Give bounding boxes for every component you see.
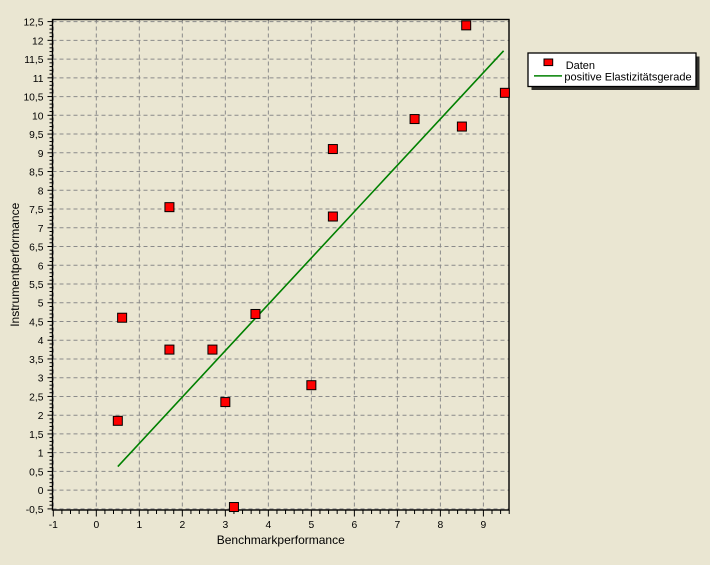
svg-text:6,5: 6,5 bbox=[29, 243, 44, 254]
svg-text:6: 6 bbox=[352, 520, 358, 531]
svg-text:2: 2 bbox=[38, 411, 44, 422]
svg-text:4: 4 bbox=[38, 336, 44, 347]
svg-text:Daten: Daten bbox=[566, 60, 595, 72]
svg-text:5,5: 5,5 bbox=[29, 280, 44, 291]
svg-text:11: 11 bbox=[33, 74, 44, 85]
svg-text:positive Elastizitätsgerade: positive Elastizitätsgerade bbox=[564, 71, 691, 83]
svg-text:11,5: 11,5 bbox=[24, 55, 44, 66]
svg-text:5: 5 bbox=[308, 520, 314, 531]
svg-text:7: 7 bbox=[38, 224, 44, 235]
svg-text:2: 2 bbox=[179, 520, 185, 531]
svg-text:9: 9 bbox=[38, 149, 44, 160]
svg-text:Benchmarkperformance: Benchmarkperformance bbox=[217, 533, 345, 547]
svg-text:1,5: 1,5 bbox=[29, 430, 44, 441]
svg-text:1: 1 bbox=[136, 520, 142, 531]
svg-text:Instrumentperformance: Instrumentperformance bbox=[8, 202, 22, 326]
svg-text:7,5: 7,5 bbox=[29, 205, 44, 216]
svg-text:8: 8 bbox=[438, 520, 444, 531]
svg-text:10,5: 10,5 bbox=[23, 93, 43, 104]
svg-text:0,5: 0,5 bbox=[29, 467, 44, 478]
svg-text:8,5: 8,5 bbox=[29, 168, 44, 179]
svg-text:10: 10 bbox=[32, 111, 44, 122]
svg-text:-0,5: -0,5 bbox=[26, 505, 44, 516]
svg-text:3: 3 bbox=[38, 374, 44, 385]
svg-text:6: 6 bbox=[38, 261, 44, 272]
svg-text:3: 3 bbox=[222, 520, 228, 531]
svg-text:0: 0 bbox=[93, 520, 99, 531]
svg-text:4,5: 4,5 bbox=[29, 317, 44, 328]
svg-text:-1: -1 bbox=[49, 520, 58, 531]
svg-text:7: 7 bbox=[395, 520, 401, 531]
svg-text:2,5: 2,5 bbox=[29, 392, 44, 403]
svg-text:4: 4 bbox=[265, 520, 271, 531]
svg-text:12,5: 12,5 bbox=[23, 18, 43, 29]
svg-text:1: 1 bbox=[38, 449, 44, 460]
svg-text:12: 12 bbox=[32, 36, 44, 47]
svg-text:0: 0 bbox=[38, 486, 44, 497]
svg-text:8: 8 bbox=[38, 186, 44, 197]
svg-text:3,5: 3,5 bbox=[29, 355, 44, 366]
svg-text:9,5: 9,5 bbox=[29, 130, 44, 141]
svg-text:5: 5 bbox=[38, 299, 44, 310]
svg-text:9: 9 bbox=[481, 520, 487, 531]
